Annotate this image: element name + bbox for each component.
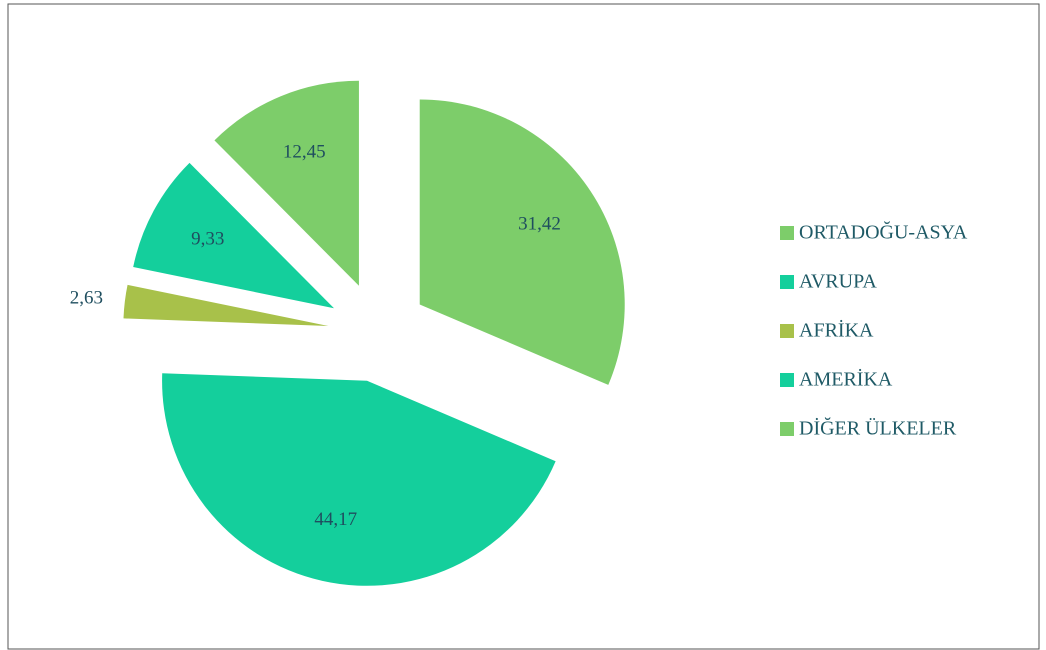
legend-swatch <box>780 275 794 289</box>
data-label: 12,45 <box>283 141 326 162</box>
pie-slice <box>162 373 556 586</box>
pie-slice <box>419 99 625 385</box>
data-label: 9,33 <box>191 228 224 249</box>
pie-slice <box>133 162 335 309</box>
legend-swatch <box>780 324 794 338</box>
legend-label: DİĞER ÜLKELER <box>799 417 957 440</box>
pie-slice <box>214 80 359 286</box>
legend-label: AMERİKA <box>799 368 893 391</box>
data-label: 44,17 <box>314 509 357 530</box>
legend-swatch <box>780 226 794 240</box>
data-label: 31,42 <box>518 214 561 235</box>
data-label: 2,63 <box>70 287 103 308</box>
legend-label: AVRUPA <box>799 271 877 293</box>
legend-swatch <box>780 373 794 387</box>
pie-slice <box>123 284 329 327</box>
legend-label: AFRİKA <box>799 319 874 342</box>
legend-swatch <box>780 422 794 436</box>
legend-label: ORTADOĞU-ASYA <box>799 221 968 244</box>
